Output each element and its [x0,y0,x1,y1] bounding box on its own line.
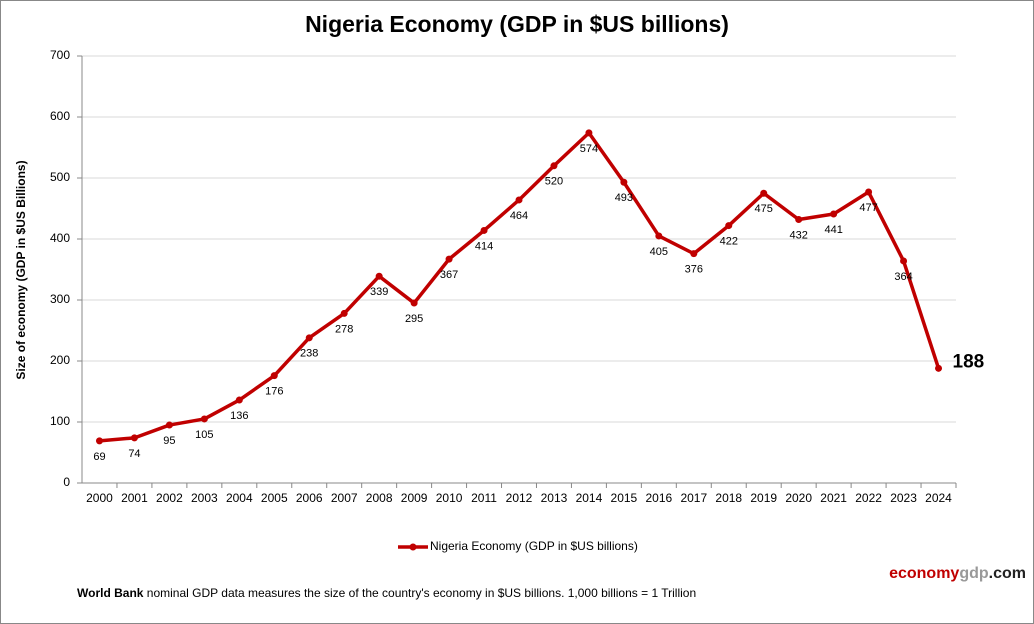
y-tick-label: 200 [50,353,70,367]
x-tick-label: 2004 [226,491,253,505]
data-label: 364 [894,271,912,283]
y-axis-title: Size of economy (GDP in $US Billions) [14,160,28,379]
point [935,364,943,372]
x-tick-label: 2009 [401,491,428,505]
x-tick-label: 2005 [261,491,288,505]
point [900,257,908,265]
chart-title: Nigeria Economy (GDP in $US billions) [305,11,729,37]
data-label: 278 [335,323,353,335]
data-label: 69 [93,451,105,463]
x-tick-label: 2019 [750,491,777,505]
point [760,189,768,197]
brand-part: gdp [959,565,989,582]
x-tick-label: 2000 [86,491,113,505]
data-label: 432 [790,229,808,241]
legend-label: Nigeria Economy (GDP in $US billions) [430,539,638,553]
data-label: 105 [195,429,213,441]
x-tick-label: 2018 [715,491,742,505]
point [445,255,453,263]
point [550,162,558,170]
x-tick-label: 2024 [925,491,952,505]
data-label: 238 [300,348,318,360]
point [480,226,488,234]
x-tick-label: 2021 [820,491,847,505]
point [305,334,313,342]
point [830,210,838,218]
data-label: 295 [405,313,423,325]
brand-part: economy [889,565,959,582]
footnote: World Bank nominal GDP data measures the… [77,586,696,600]
x-tick-label: 2023 [890,491,917,505]
data-label: 441 [824,224,842,236]
data-label: 176 [265,386,283,398]
point [655,232,663,240]
data-label: 493 [615,192,633,204]
x-tick-label: 2010 [436,491,463,505]
footnote-part: World Bank [77,586,144,600]
x-tick-label: 2011 [471,491,497,505]
data-label: 477 [859,202,877,214]
x-tick-label: 2006 [296,491,323,505]
legend-marker [409,543,417,551]
footnote-part: nominal GDP data measures the size of th… [143,586,696,600]
point [690,250,698,258]
point [375,272,383,280]
point [340,309,348,317]
data-label: 475 [755,203,773,215]
point [270,372,278,380]
x-tick-label: 2012 [506,491,533,505]
x-tick-label: 2008 [366,491,393,505]
x-tick-label: 2022 [855,491,882,505]
y-tick-label: 700 [50,48,70,62]
y-tick-label: 600 [50,109,70,123]
point [130,434,138,442]
point [865,188,873,196]
x-tick-label: 2020 [785,491,812,505]
y-tick-label: 0 [63,475,70,489]
data-label: 414 [475,240,493,252]
point [795,215,803,223]
x-tick-label: 2016 [645,491,672,505]
y-tick-label: 500 [50,170,70,184]
point [410,299,418,307]
x-tick-label: 2015 [611,491,638,505]
x-tick-label: 2007 [331,491,358,505]
x-tick-label: 2013 [541,491,568,505]
point [515,196,523,204]
data-label: 95 [163,435,175,447]
y-tick-label: 400 [50,231,70,245]
data-label: 136 [230,410,248,422]
data-label: 520 [545,176,563,188]
x-tick-label: 2002 [156,491,183,505]
data-label: 367 [440,269,458,281]
x-tick-label: 2001 [121,491,148,505]
brand-part: .com [989,565,1026,582]
point [585,129,593,137]
brand: economygdp.com [889,565,1026,582]
point [200,415,208,423]
point [235,396,243,404]
y-tick-label: 300 [50,292,70,306]
data-label: 339 [370,286,388,298]
data-label: 405 [650,246,668,258]
point [165,421,173,429]
x-tick-label: 2003 [191,491,218,505]
data-label: 464 [510,210,528,222]
data-label: 574 [580,143,598,155]
x-tick-label: 2017 [680,491,707,505]
point [725,222,733,230]
data-label: 74 [128,448,140,460]
point [620,178,628,186]
data-label: 188 [953,351,985,372]
y-tick-label: 100 [50,414,70,428]
x-tick-label: 2014 [576,491,603,505]
point [95,437,103,445]
data-label: 376 [685,264,703,276]
data-label: 422 [720,235,738,247]
